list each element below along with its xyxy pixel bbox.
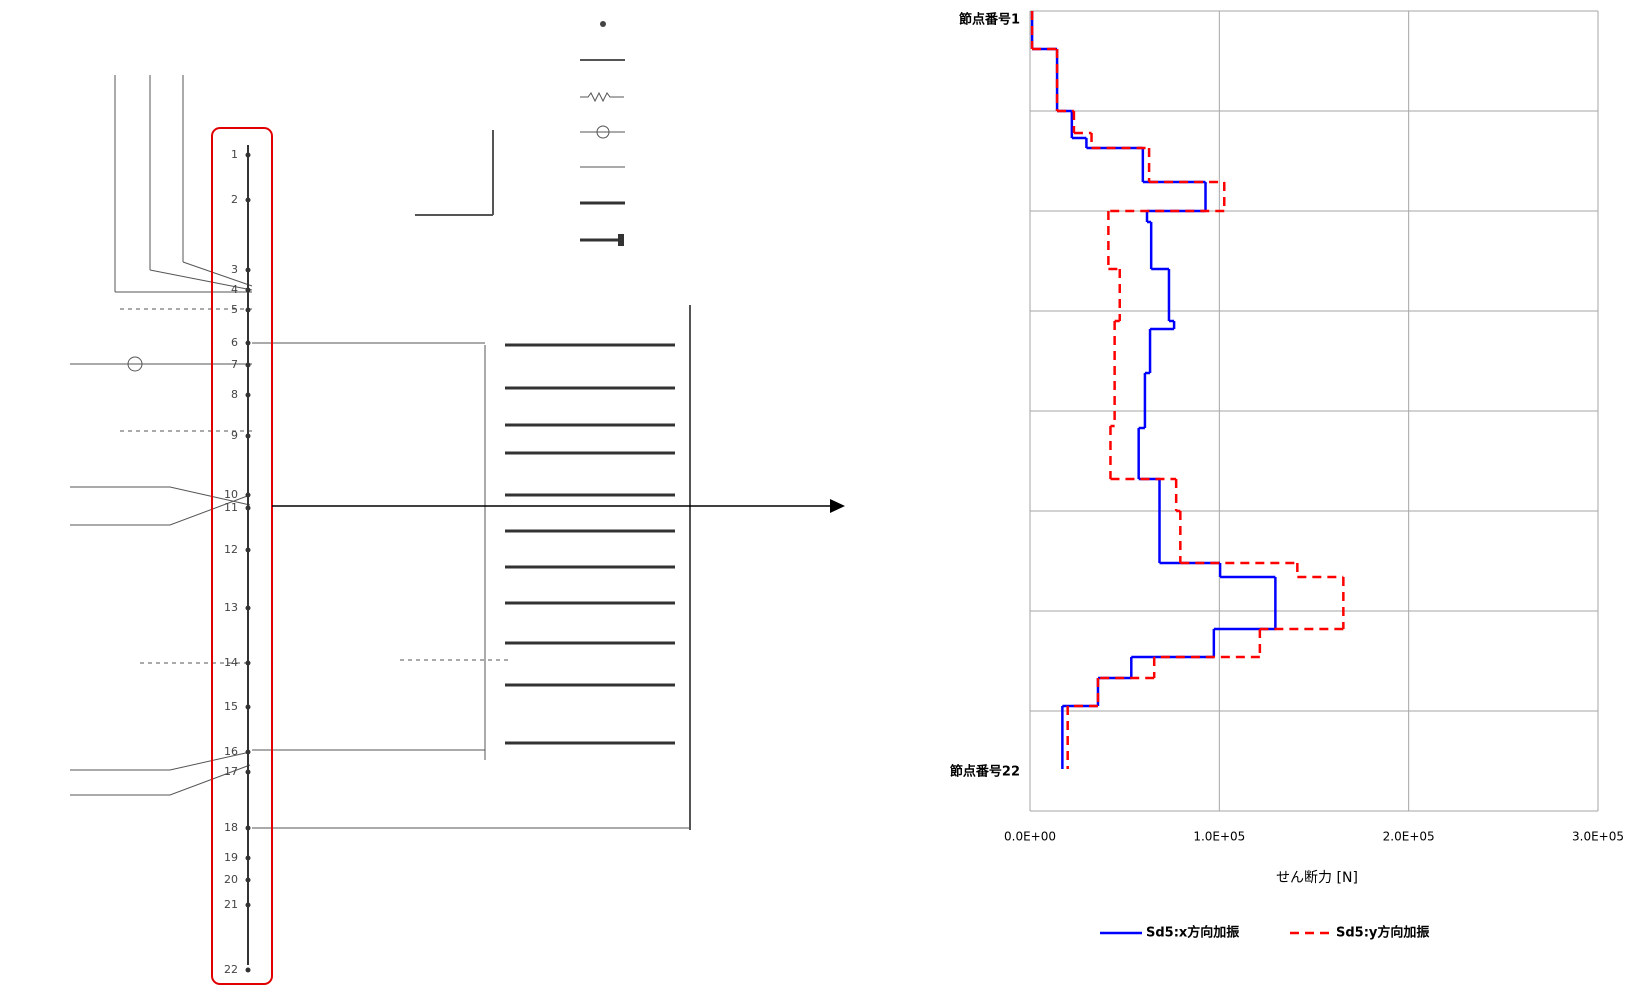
x-tick-label: 1.0E+05 xyxy=(1193,830,1245,844)
node-dot xyxy=(245,967,251,973)
node-label: 19 xyxy=(224,851,238,864)
legend-label: Sd5:x方向加振 xyxy=(1146,925,1239,941)
node-label: 11 xyxy=(224,501,238,514)
node-dot xyxy=(245,492,251,498)
upper-members xyxy=(70,75,691,830)
node-label: 9 xyxy=(231,429,238,442)
node-label: 10 xyxy=(224,488,238,501)
node-dot xyxy=(245,197,251,203)
y-tick-label: 節点番号1 xyxy=(959,12,1020,28)
node-label: 22 xyxy=(224,963,238,976)
horizontal-members xyxy=(505,343,675,745)
node-label: 13 xyxy=(224,601,238,614)
node-dot xyxy=(245,769,251,775)
node-dot xyxy=(245,877,251,883)
y-tick-label: 節点番号22 xyxy=(950,764,1020,780)
node-label: 12 xyxy=(224,543,238,556)
node-label: 6 xyxy=(231,336,238,349)
node-label: 8 xyxy=(231,388,238,401)
x-tick-label: 3.0E+05 xyxy=(1572,830,1624,844)
node-dot xyxy=(245,267,251,273)
node-label: 17 xyxy=(224,765,238,778)
node-label: 16 xyxy=(224,745,238,758)
node-dot xyxy=(245,287,251,293)
node-label: 2 xyxy=(231,193,238,206)
highlight-box xyxy=(211,127,273,985)
node-label: 4 xyxy=(231,283,238,296)
node-dot xyxy=(245,307,251,313)
node-dot xyxy=(245,392,251,398)
node-dot xyxy=(245,362,251,368)
node-label: 5 xyxy=(231,303,238,316)
node-label: 20 xyxy=(224,873,238,886)
node-dot xyxy=(245,855,251,861)
node-label: 18 xyxy=(224,821,238,834)
node-label: 14 xyxy=(224,656,238,669)
node-dot xyxy=(245,704,251,710)
node-dot xyxy=(245,505,251,511)
legend-label: Sd5:y方向加振 xyxy=(1336,925,1429,941)
chart: せん断力 [N] 0.0E+00 1.0E+05 2.0E+05 3.0E+05 節点番… xyxy=(950,10,1624,941)
node-label: 15 xyxy=(224,700,238,713)
node-dot xyxy=(245,340,251,346)
node-dot xyxy=(245,152,251,158)
diagram-legend xyxy=(580,21,625,246)
node-label: 1 xyxy=(231,148,238,161)
node-dot xyxy=(245,433,251,439)
x-axis-title: せん断力 [N] xyxy=(1276,870,1358,886)
x-tick-label: 2.0E+05 xyxy=(1383,830,1435,844)
node-dot xyxy=(245,660,251,666)
node-dot xyxy=(245,547,251,553)
node-dot xyxy=(245,825,251,831)
node-dot xyxy=(245,749,251,755)
node-dot xyxy=(245,605,251,611)
node-label: 3 xyxy=(231,263,238,276)
node-label: 7 xyxy=(231,358,238,371)
node-label: 21 xyxy=(224,898,238,911)
arrow-head xyxy=(830,499,845,513)
x-tick-label: 0.0E+00 xyxy=(1004,830,1056,844)
node-dot xyxy=(245,902,251,908)
